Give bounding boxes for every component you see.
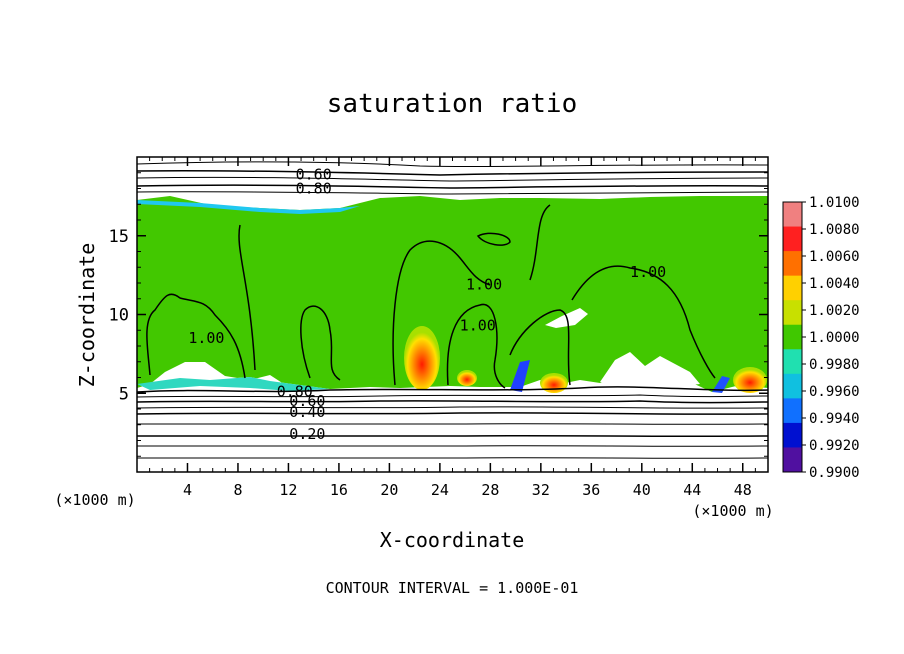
colorbar-swatch-0 — [783, 202, 802, 228]
contour-label-7: 1.00 — [466, 276, 502, 294]
contour-upper-2 — [137, 169, 768, 176]
supersaturated-plume-1 — [404, 326, 440, 390]
x-axis-label: X-coordinate — [380, 528, 525, 552]
contour-1.00-center — [392, 240, 491, 386]
colorbar-swatch-4 — [783, 300, 802, 326]
y-axis-label: Z-coordinate — [75, 243, 99, 388]
x-tick-label-36: 36 — [582, 481, 600, 499]
saturated-layer-field — [137, 196, 768, 392]
subsaturated-fringe-base — [137, 377, 330, 391]
contour-1.00-left — [146, 293, 246, 379]
subsaturated-fringe-top — [137, 200, 360, 214]
dry-patch-right — [600, 352, 700, 388]
supersaturated-plume-2 — [457, 370, 477, 386]
contour-interval-note: CONTOUR INTERVAL = 1.000E-01 — [326, 579, 579, 597]
contour-1.00-right-arc — [529, 204, 716, 379]
contour-label-1: 0.80 — [296, 180, 332, 198]
colorbar-label-0: 1.0100 — [809, 195, 860, 211]
contour-1.00-inner — [446, 303, 506, 389]
colorbar-swatch-2 — [783, 251, 802, 277]
contour-label-8: 1.00 — [460, 317, 496, 335]
colorbar-swatch-1 — [783, 226, 802, 252]
contour-1.00-loop — [476, 232, 511, 246]
contour-label-9: 1.00 — [630, 263, 666, 281]
colorbar-label-6: 0.9980 — [809, 357, 860, 373]
y-tick-label-5: 5 — [119, 384, 129, 404]
contour-base-9 — [137, 457, 768, 459]
undersaturated-streak-2 — [712, 376, 730, 393]
x-tick-label-20: 20 — [380, 481, 398, 499]
contour-label-5: 0.40 — [289, 403, 325, 421]
contour-base-8 — [137, 445, 768, 447]
y-tick-label-15: 15 — [109, 227, 129, 247]
x-tick-label-32: 32 — [532, 481, 550, 499]
contour-label-4: 0.60 — [289, 392, 325, 410]
contour-upper-4 — [137, 184, 768, 189]
colorbar-swatch-6 — [783, 349, 802, 375]
colorbar-label-4: 1.0020 — [809, 303, 860, 319]
colorbar-label-5: 1.0000 — [809, 330, 860, 346]
x-tick-label-44: 44 — [683, 481, 701, 499]
contour-base-6 — [137, 423, 768, 425]
colorbar-label-3: 1.0040 — [809, 276, 860, 292]
x-tick-label-28: 28 — [481, 481, 499, 499]
colorbar-label-1: 1.0080 — [809, 222, 860, 238]
x-tick-label-4: 4 — [183, 481, 192, 499]
contour-base-7 — [137, 434, 768, 438]
x-tick-label-16: 16 — [330, 481, 348, 499]
contour-label-6: 0.20 — [289, 425, 325, 443]
contour-upper-5 — [137, 191, 768, 195]
x-tick-label-40: 40 — [633, 481, 651, 499]
contour-labels: 0.600.801.000.800.600.400.201.001.001.00 — [188, 165, 666, 443]
contour-1.00-mid — [509, 309, 571, 386]
colorbar-label-8: 0.9940 — [809, 411, 860, 427]
contour-label-3: 0.80 — [277, 383, 313, 401]
x-tick-label-48: 48 — [734, 481, 752, 499]
y-tick-label-10: 10 — [109, 306, 129, 326]
colorbar-label-2: 1.0060 — [809, 249, 860, 265]
contour-base-3 — [137, 400, 768, 404]
plot-area: 0.600.801.000.800.600.400.201.001.001.00 — [137, 157, 768, 472]
contour-upper-1 — [137, 161, 768, 168]
supersaturated-plume-4 — [733, 367, 767, 393]
contour-1.00-bulge — [300, 305, 341, 381]
contour-base-4 — [137, 406, 768, 409]
contour-base-2 — [137, 394, 768, 398]
y-axis: 5 10 15 — [109, 172, 768, 457]
x-tick-label-12: 12 — [279, 481, 297, 499]
contour-lines — [137, 161, 768, 459]
x-axis-unit-left: (×1000 m) — [54, 491, 135, 509]
contour-label-2: 1.00 — [188, 329, 224, 347]
colorbar-label-9: 0.9920 — [809, 438, 860, 454]
x-tick-label-24: 24 — [431, 481, 449, 499]
supersaturated-plume-3 — [540, 373, 568, 393]
undersaturated-streak-1 — [510, 360, 530, 392]
contour-1.00-column — [238, 224, 256, 371]
colorbar-swatch-8 — [783, 398, 802, 424]
colorbar-swatch-9 — [783, 422, 802, 448]
colorbar-swatch-10 — [783, 447, 802, 473]
contour-upper-3 — [137, 176, 768, 182]
contour-label-0: 0.60 — [296, 165, 332, 183]
chart-title: saturation ratio — [327, 89, 577, 119]
x-axis: 4 8 12 16 20 24 28 32 36 40 44 48 — [149, 157, 756, 499]
colorbar-label-7: 0.9960 — [809, 384, 860, 400]
x-axis-unit-right: (×1000 m) — [692, 502, 773, 520]
colorbar: 1.0100 1.0080 1.0060 1.0040 1.0020 1.0000 0.99… — [782, 195, 860, 481]
contour-base-5 — [137, 412, 768, 415]
contour-base-1 — [137, 386, 768, 393]
colorbar-swatch-3 — [783, 275, 802, 301]
colorbar-label-10: 0.9900 — [809, 465, 860, 481]
colorbar-swatch-5 — [783, 324, 802, 350]
x-tick-label-8: 8 — [233, 481, 242, 499]
colorbar-swatch-7 — [783, 373, 802, 399]
